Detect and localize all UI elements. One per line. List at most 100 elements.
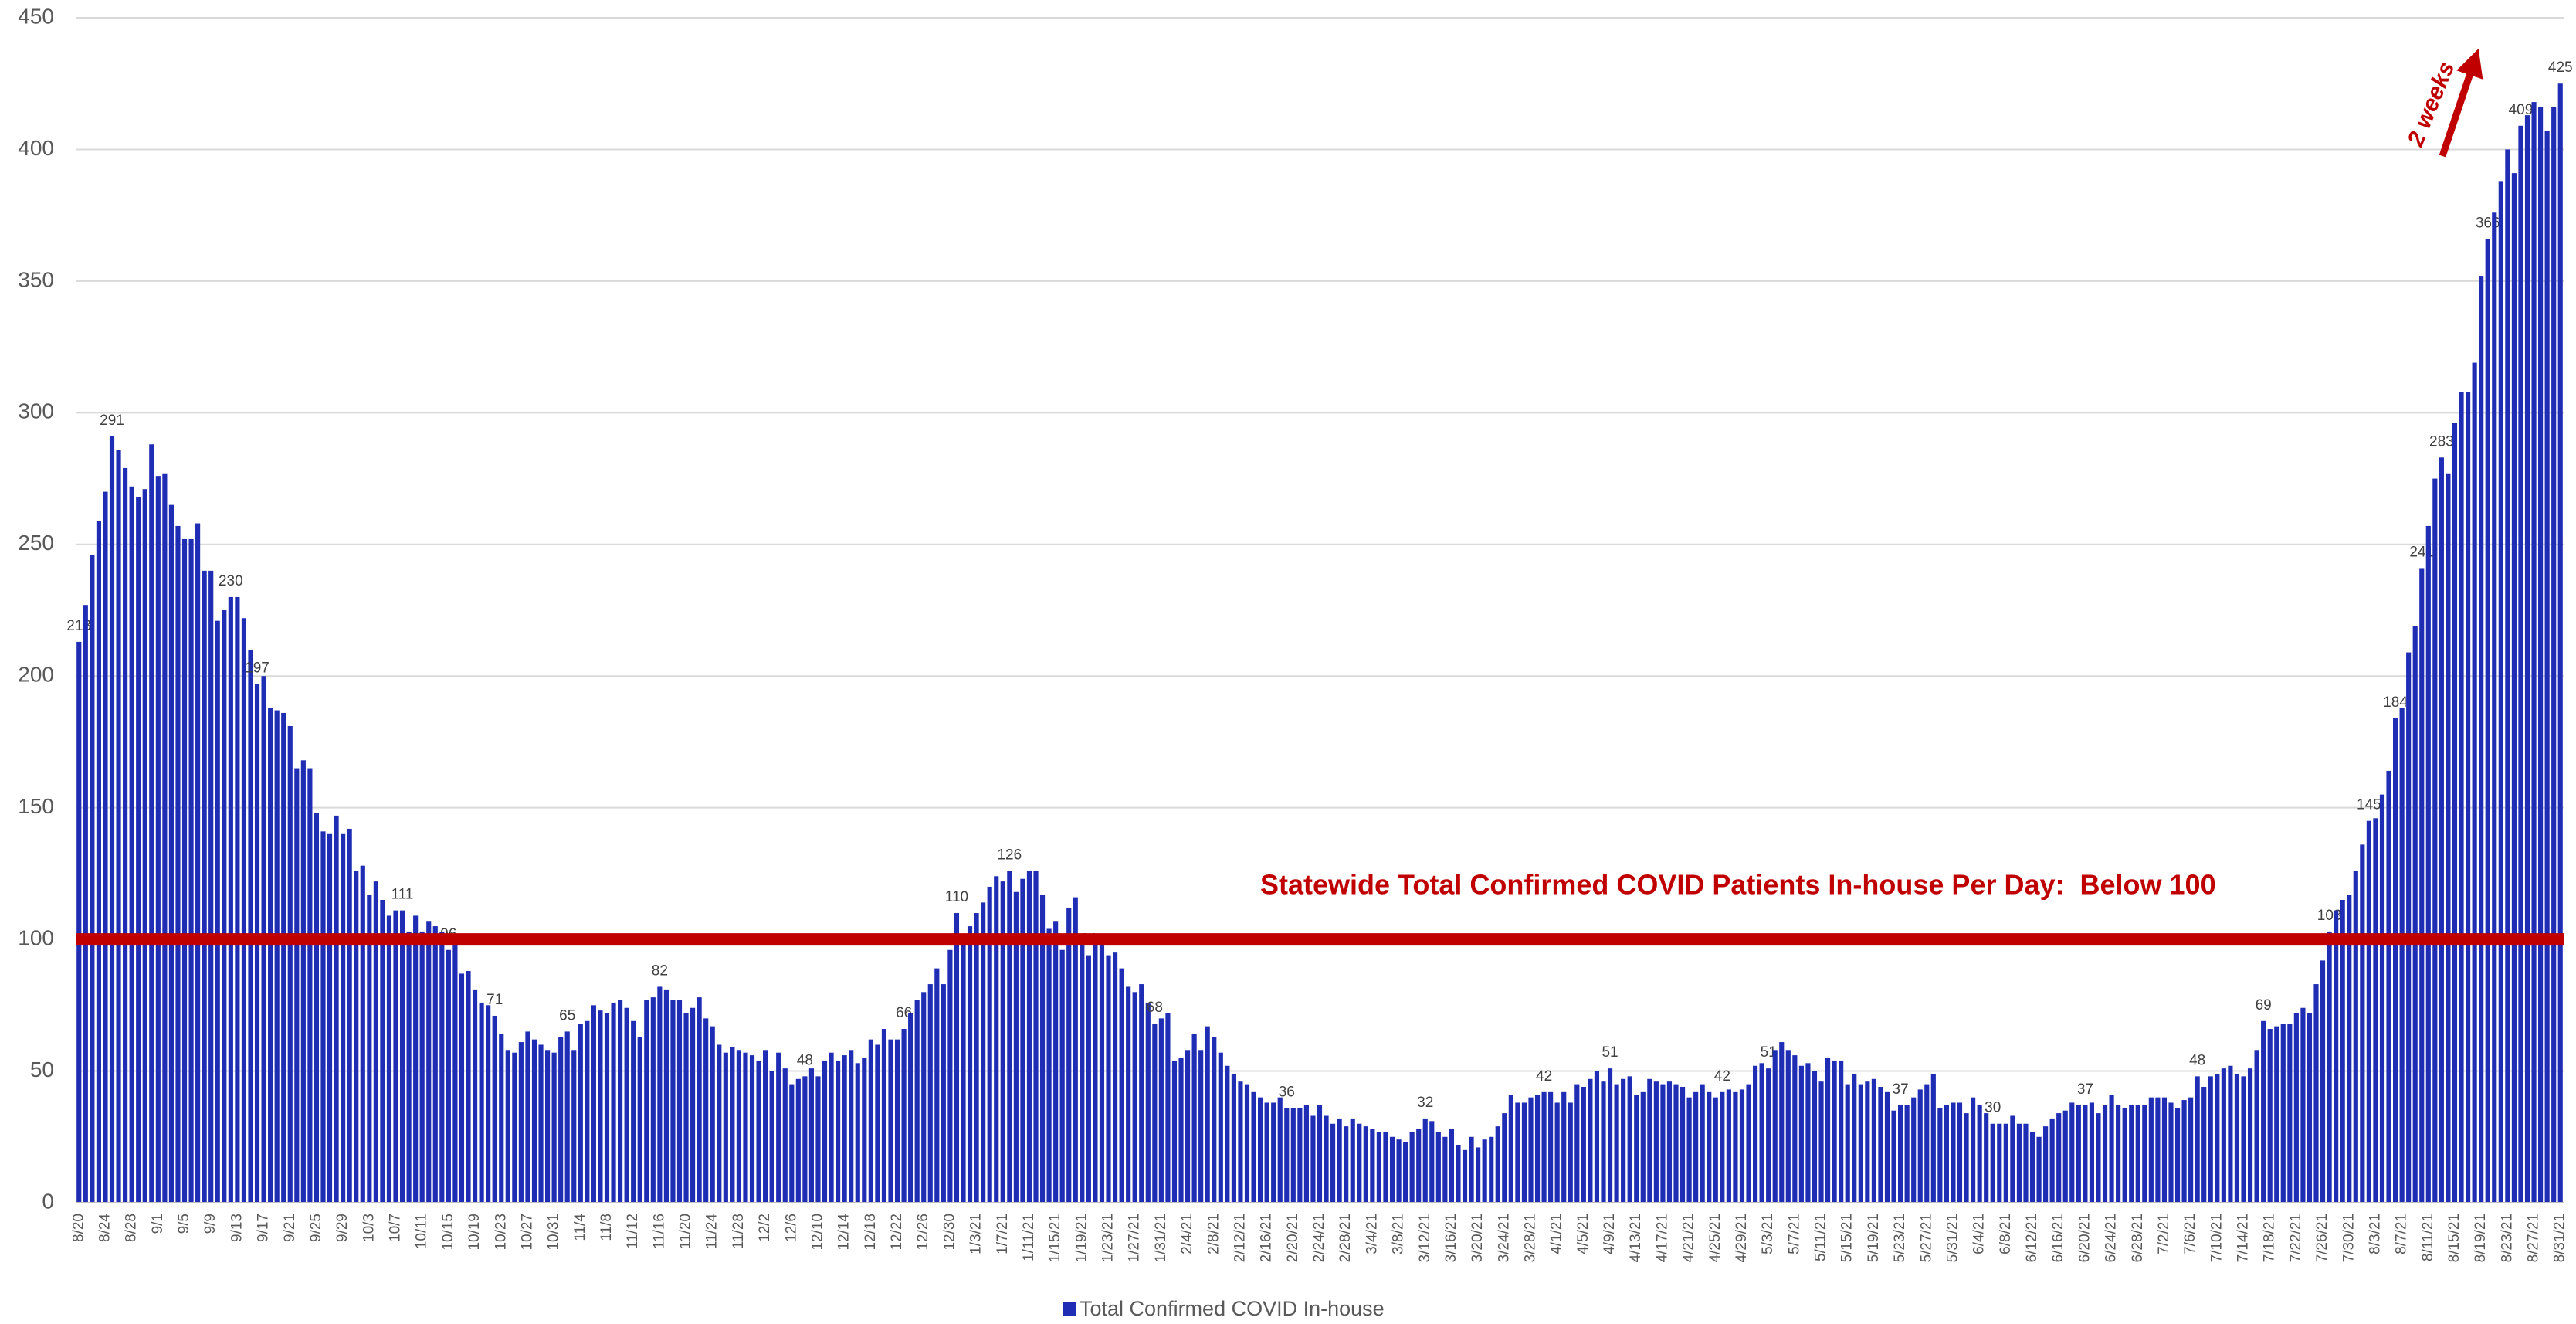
x-tick-label: 12/22 xyxy=(889,1214,905,1251)
bar xyxy=(1039,895,1046,1203)
bar xyxy=(1007,871,1012,1203)
bar xyxy=(1581,1087,1586,1203)
x-tick-label: 3/12/21 xyxy=(1417,1214,1433,1262)
bar xyxy=(2076,1105,2081,1203)
bar xyxy=(1324,1115,1329,1203)
bar xyxy=(1020,878,1025,1203)
bar xyxy=(347,828,352,1203)
bar xyxy=(2544,131,2550,1203)
bar xyxy=(2557,83,2563,1203)
bar xyxy=(380,899,385,1203)
bar xyxy=(1785,1050,1791,1203)
bar xyxy=(1588,1078,1593,1203)
bar xyxy=(248,650,253,1203)
x-tick-label: 3/24/21 xyxy=(1496,1214,1512,1262)
bar xyxy=(1482,1139,1487,1203)
bar xyxy=(2425,525,2431,1203)
y-tick-label: 200 xyxy=(18,663,54,687)
legend-swatch xyxy=(1063,1302,1076,1316)
bar xyxy=(1911,1097,1917,1203)
data-label: 197 xyxy=(245,660,269,676)
bar xyxy=(208,570,214,1203)
bar xyxy=(2379,794,2385,1203)
bar xyxy=(2531,102,2537,1203)
bar xyxy=(1212,1037,1217,1203)
bar xyxy=(1026,871,1032,1203)
bar xyxy=(927,984,933,1203)
bar xyxy=(2485,239,2490,1203)
x-tick-label: 4/9/21 xyxy=(1602,1214,1618,1254)
bar xyxy=(1673,1084,1679,1203)
bar xyxy=(2432,478,2438,1203)
bar xyxy=(1244,1084,1250,1203)
bar xyxy=(327,833,333,1203)
bar xyxy=(1185,1050,1191,1203)
bar xyxy=(2492,212,2497,1203)
data-label: 71 xyxy=(486,992,503,1008)
bar xyxy=(2300,1007,2306,1203)
bar xyxy=(341,833,346,1203)
bar xyxy=(499,1034,504,1203)
bar xyxy=(142,489,147,1203)
bar xyxy=(1607,1068,1613,1203)
x-tick-label: 9/17 xyxy=(256,1214,272,1242)
x-tick-label: 6/12/21 xyxy=(2024,1214,2040,1262)
bar xyxy=(1310,1115,1316,1203)
bar xyxy=(1561,1091,1567,1203)
bar xyxy=(2353,871,2358,1203)
bar xyxy=(2129,1105,2134,1203)
bar xyxy=(399,910,405,1203)
bar xyxy=(1205,1026,1210,1203)
bar xyxy=(334,815,339,1203)
bar xyxy=(2181,1100,2187,1203)
bar xyxy=(525,1031,530,1203)
bar xyxy=(2347,895,2352,1203)
bar xyxy=(2228,1065,2233,1203)
x-tick-label: 12/26 xyxy=(915,1214,931,1251)
bar xyxy=(1106,955,1111,1203)
data-label: 184 xyxy=(2383,694,2408,711)
bar xyxy=(1752,1065,1758,1203)
bar xyxy=(1489,1136,1494,1203)
bar xyxy=(1337,1118,1342,1203)
bar xyxy=(2518,125,2523,1203)
bar xyxy=(538,1044,544,1203)
x-tick-label: 2/24/21 xyxy=(1311,1214,1327,1262)
bar xyxy=(1686,1097,1692,1203)
x-tick-label: 8/15/21 xyxy=(2446,1214,2462,1262)
bar xyxy=(2399,708,2405,1203)
x-tick-label: 6/20/21 xyxy=(2076,1214,2093,1262)
x-tick-label: 1/11/21 xyxy=(1021,1214,1037,1261)
bar xyxy=(2056,1113,2062,1203)
bar xyxy=(1476,1147,1481,1203)
x-tick-label: 1/15/21 xyxy=(1047,1214,1063,1262)
bar xyxy=(1924,1084,1930,1203)
bar xyxy=(2459,392,2464,1203)
x-tick-label: 4/17/21 xyxy=(1654,1214,1670,1262)
bar xyxy=(2538,107,2544,1203)
bar xyxy=(2083,1105,2088,1203)
x-tick-label: 5/11/21 xyxy=(1813,1214,1829,1261)
bar xyxy=(518,1042,524,1203)
x-tick-label: 6/4/21 xyxy=(1971,1214,1988,1254)
bar xyxy=(2419,568,2425,1203)
bar xyxy=(2293,1013,2299,1203)
bar xyxy=(2313,984,2319,1203)
x-tick-label: 3/20/21 xyxy=(1469,1214,1486,1262)
data-label: 230 xyxy=(219,573,243,589)
bar xyxy=(1303,1105,1309,1203)
bar xyxy=(1884,1091,1890,1203)
legend-label: Total Confirmed COVID In-house xyxy=(1080,1297,1385,1320)
bar xyxy=(855,1063,860,1203)
x-tick-label: 6/8/21 xyxy=(1998,1214,2014,1254)
bar xyxy=(2221,1068,2226,1203)
bar xyxy=(2208,1076,2213,1203)
bar xyxy=(1726,1089,1731,1203)
bar xyxy=(2366,820,2371,1203)
bar xyxy=(2287,1024,2293,1203)
bar xyxy=(129,486,134,1203)
bar xyxy=(1080,944,1085,1203)
bar xyxy=(1766,1068,1771,1203)
bar xyxy=(294,768,300,1203)
